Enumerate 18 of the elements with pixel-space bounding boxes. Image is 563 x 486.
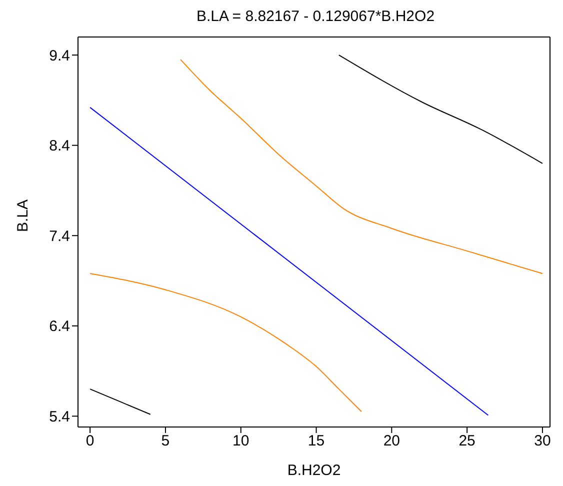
x-tick-label: 30 [534, 432, 551, 450]
x-tick-label: 15 [308, 432, 325, 450]
x-tick-label: 25 [458, 432, 476, 450]
x-tick-label: 20 [383, 432, 400, 450]
y-tick-label: 5.4 [49, 408, 70, 426]
line-series [90, 273, 362, 412]
y-axis-title: B.LA [14, 199, 32, 232]
y-tick-label: 8.4 [49, 138, 70, 155]
x-tick-label: 5 [161, 432, 170, 450]
y-tick-label: 7.4 [49, 228, 70, 245]
y-tick-label: 9.4 [49, 47, 70, 64]
x-tick-label: 0 [86, 432, 94, 450]
x-tick-label: 10 [232, 432, 250, 450]
line-series [180, 59, 543, 274]
y-tick-label: 6.4 [49, 318, 70, 336]
x-axis-title: B.H2O2 [287, 462, 341, 479]
line-series [338, 54, 543, 164]
chart-title: B.LA = 8.82167 - 0.129067*B.H2O2 [195, 8, 436, 27]
